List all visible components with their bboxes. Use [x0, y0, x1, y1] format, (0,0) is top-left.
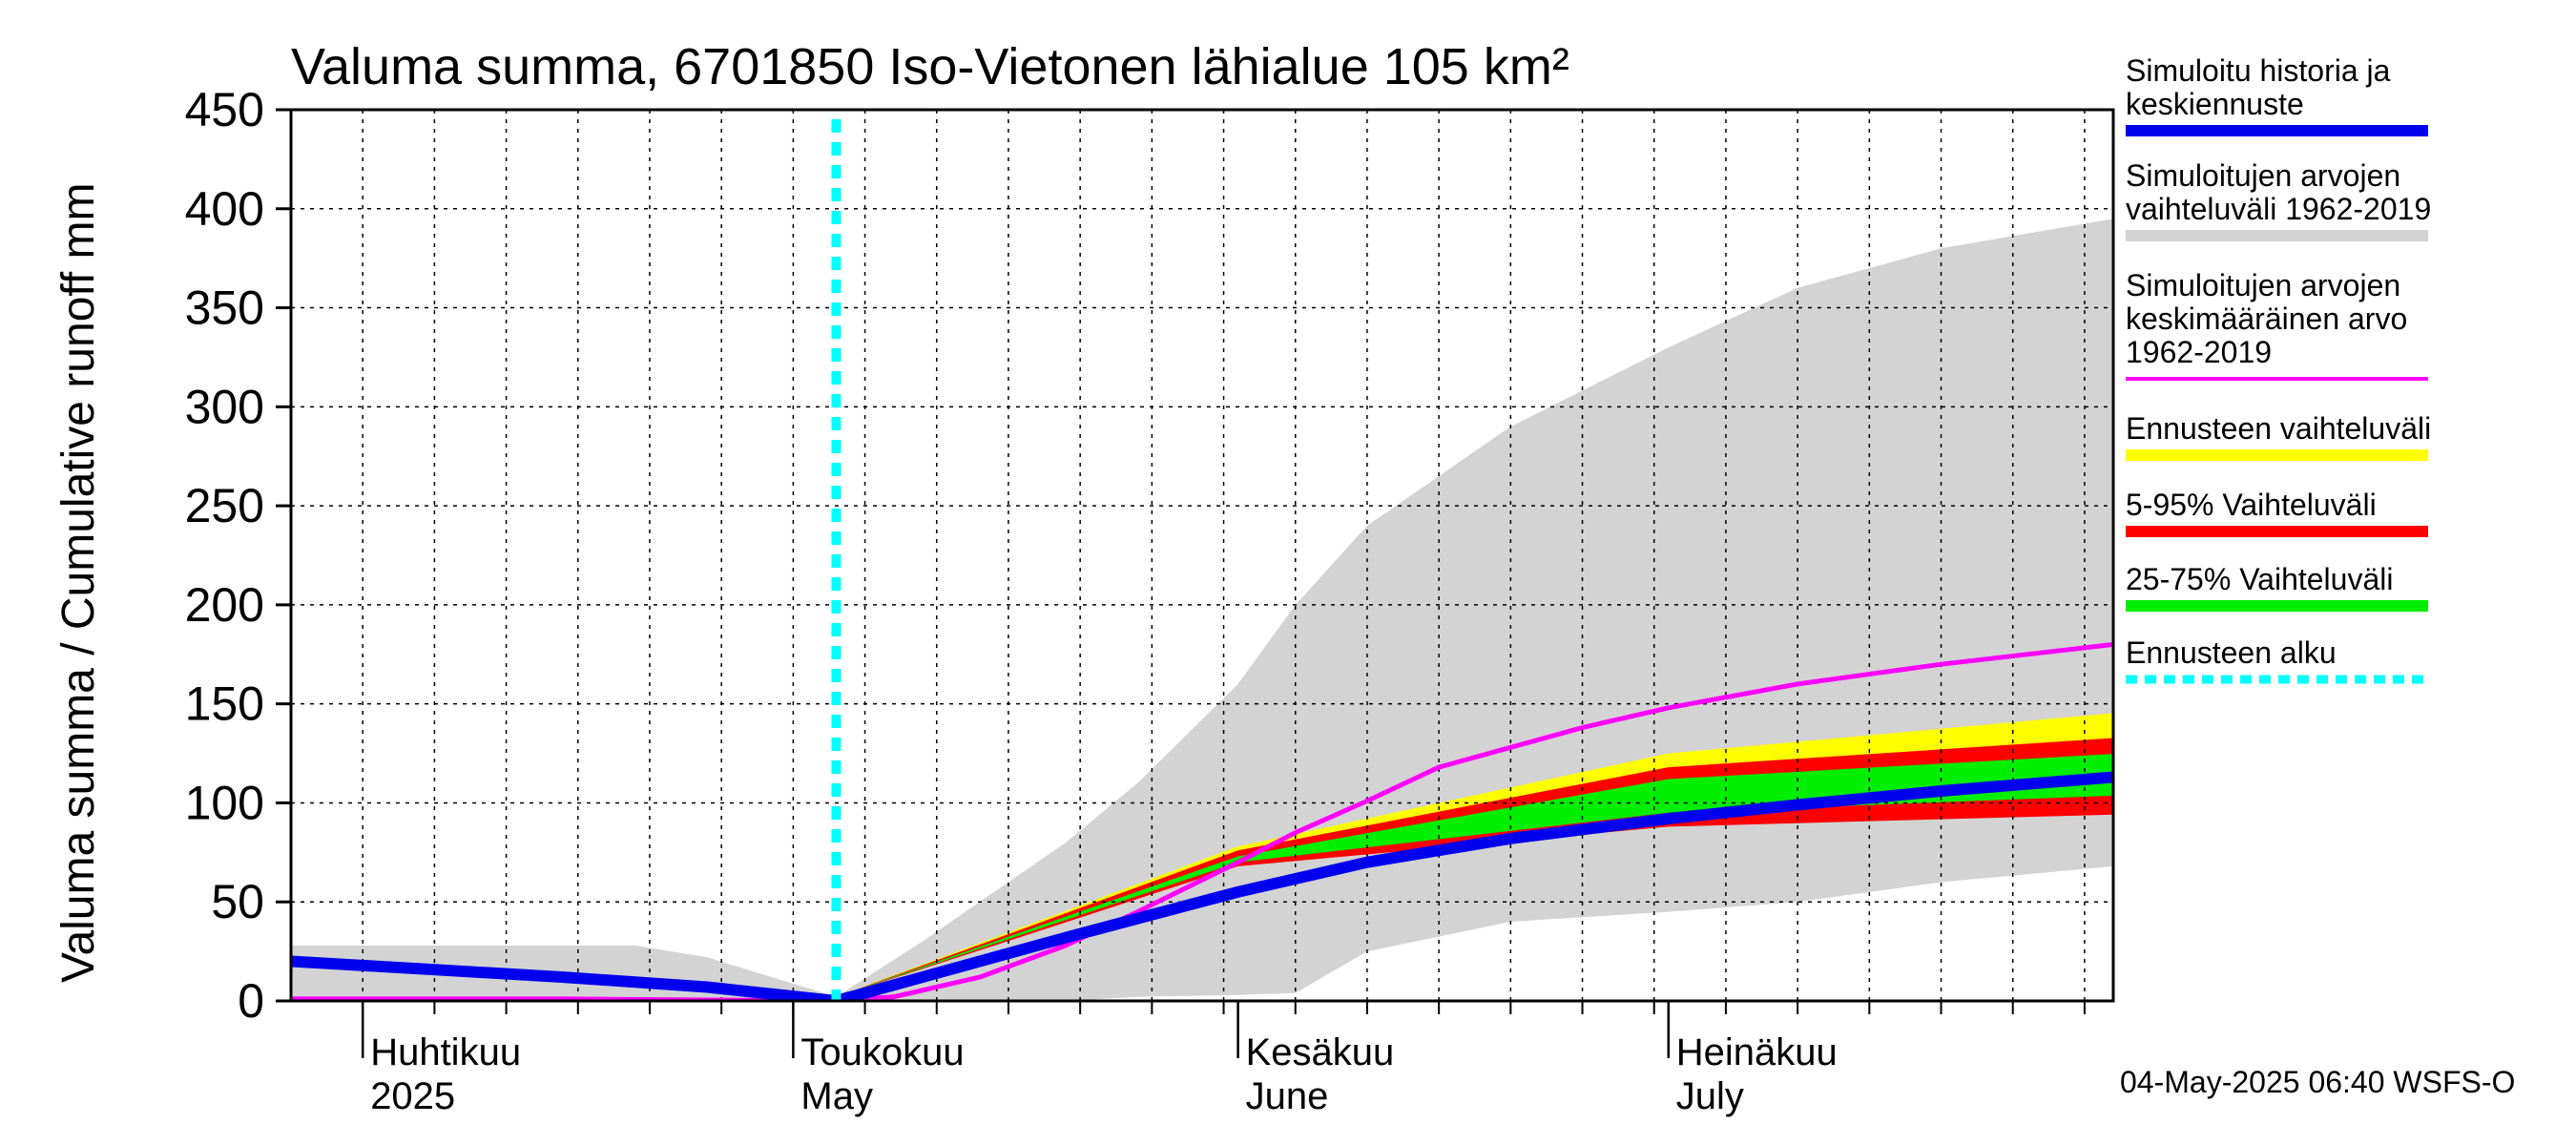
- month-label-en: May: [800, 1075, 873, 1117]
- legend-label: keskiennuste: [2126, 87, 2304, 121]
- legend-label: Ennusteen alku: [2126, 635, 2337, 670]
- month-label-en: 2025: [370, 1075, 455, 1117]
- y-tick-label: 100: [185, 776, 264, 829]
- plot-frame: [289, 108, 2115, 1003]
- y-tick-label: 400: [185, 182, 264, 236]
- month-label-en: July: [1676, 1075, 1744, 1117]
- legend-label: 25-75% Vaihteluväli: [2126, 562, 2393, 596]
- y-axis-label: Valuma summa / Cumulative runoff mm: [53, 183, 104, 984]
- y-tick-label: 150: [185, 677, 264, 731]
- legend-label: Ennusteen vaihteluväli: [2126, 411, 2431, 446]
- mean-1962-2019-line: [291, 641, 2113, 1001]
- legend-label: Simuloitu historia ja: [2126, 53, 2391, 88]
- y-tick-label: 350: [185, 281, 264, 335]
- month-label-en: June: [1246, 1075, 1329, 1117]
- y-tick-label: 0: [238, 974, 264, 1028]
- month-label-fi: Kesäkuu: [1246, 1031, 1395, 1073]
- legend-label: vaihteluväli 1962-2019: [2126, 192, 2431, 226]
- y-tick-label: 250: [185, 479, 264, 532]
- y-tick-label: 300: [185, 380, 264, 433]
- legend-label: keskimääräinen arvo: [2126, 302, 2407, 336]
- legend-label: Simuloitujen arvojen: [2126, 158, 2400, 193]
- legend-label: 5-95% Vaihteluväli: [2126, 488, 2377, 522]
- month-label-fi: Heinäkuu: [1676, 1031, 1838, 1073]
- month-label-fi: Huhtikuu: [370, 1031, 521, 1073]
- chart-title: Valuma summa, 6701850 Iso-Vietonen lähia…: [291, 38, 1569, 95]
- y-tick-label: 50: [211, 875, 264, 928]
- range-25-75-band: [836, 754, 2113, 997]
- simulated-forecast-line: [291, 771, 2113, 1001]
- y-tick-label: 450: [185, 83, 264, 136]
- legend-label: Simuloitujen arvojen: [2126, 268, 2400, 302]
- month-label-fi: Toukokuu: [800, 1031, 964, 1073]
- footer-timestamp: 04-May-2025 06:40 WSFS-O: [2120, 1065, 2515, 1099]
- legend-label: 1962-2019: [2126, 335, 2272, 369]
- y-tick-label: 200: [185, 578, 264, 632]
